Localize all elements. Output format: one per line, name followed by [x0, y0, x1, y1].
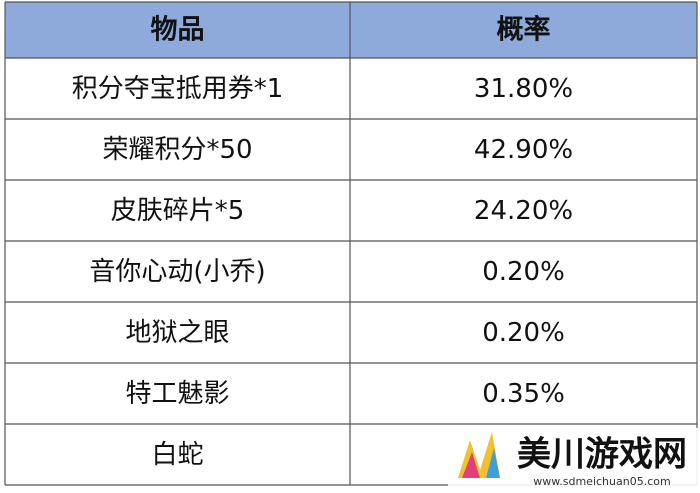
watermark: 美川游戏网 www.sdmeichuan05.com [448, 428, 698, 488]
rate-cell: 0.35% [482, 379, 565, 409]
rate-cell: 42.90% [474, 135, 573, 165]
item-cell: 音你心动(小乔) [89, 257, 265, 287]
rate-cell: 0.20% [482, 257, 565, 287]
rate-cell: 0.20% [482, 318, 565, 348]
rate-cell: 31.80% [474, 74, 573, 104]
item-cell: 地狱之眼 [125, 318, 229, 348]
item-cell: 皮肤碎片*5 [111, 196, 245, 226]
item-cell: 积分夺宝抵用券*1 [72, 74, 284, 104]
watermark-name: 美川游戏网 [517, 435, 687, 475]
header-cell: 概率 [497, 14, 551, 46]
item-cell: 荣耀积分*50 [102, 135, 252, 165]
header-row [5, 2, 697, 58]
watermark-url: www.sdmeichuan05.com [533, 475, 670, 488]
item-cell: 特工魅影 [125, 379, 229, 409]
rate-cell: 24.20% [474, 196, 573, 226]
item-cell: 白蛇 [151, 440, 203, 470]
header-cell: 物品 [151, 15, 205, 46]
watermark-logo-part [462, 452, 480, 478]
watermark-logo-part [486, 448, 500, 478]
